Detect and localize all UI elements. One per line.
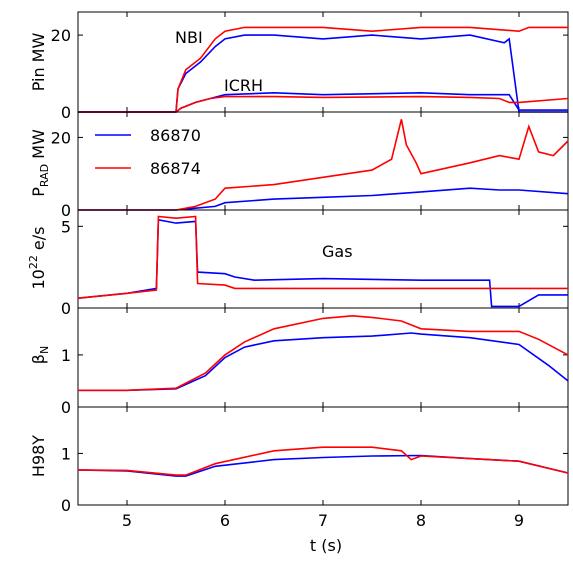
ytick-label-prad-1: 20 xyxy=(51,128,71,147)
annotation-icrh: ICRH xyxy=(224,76,263,95)
ylabel-betan: βN xyxy=(29,346,51,364)
series-line-gas-86874-1 xyxy=(77,215,568,299)
panel-frame-h98y xyxy=(77,406,569,506)
legend-label-86874: 86874 xyxy=(150,159,201,178)
series-line-betan-86874-1 xyxy=(78,314,569,392)
ytick-label-gas-0: 0 xyxy=(61,299,71,318)
ylabel-h98y: H98Y xyxy=(29,435,48,477)
xtick-label-4: 9 xyxy=(514,511,524,530)
ytick-label-prad-0: 0 xyxy=(61,201,71,220)
ylabel-pin: Pin MW xyxy=(29,33,48,92)
ytick-label-h98y-0: 0 xyxy=(61,496,71,515)
ytick-label-betan-0: 0 xyxy=(61,398,71,417)
xtick-label-3: 8 xyxy=(416,511,426,530)
annotation-gas: Gas xyxy=(322,242,353,261)
series-line-prad-86870-0 xyxy=(78,187,569,211)
series-line-prad-86874-1 xyxy=(78,119,569,211)
series-line-pin-86874-nbi-1 xyxy=(78,26,568,113)
series-line-betan-86870-0 xyxy=(78,332,569,392)
ylabel-gas: 1022 e/s xyxy=(27,226,48,289)
xtick-label-2: 7 xyxy=(318,511,328,530)
ytick-label-pin-1: 20 xyxy=(51,26,71,45)
ytick-label-betan-1: 1 xyxy=(61,346,71,365)
ylabel-prad: PRAD MW xyxy=(29,129,51,197)
annotation-nbi: NBI xyxy=(175,28,203,47)
series-line-gas-86870-0 xyxy=(77,218,568,308)
ytick-label-gas-1: 5 xyxy=(61,217,71,236)
panel-frame-betan xyxy=(77,307,569,408)
ytick-label-pin-0: 0 xyxy=(61,103,71,122)
series-line-pin-86874-icrh-3 xyxy=(78,95,569,113)
series-line-pin-86870-nbi-0 xyxy=(78,34,568,113)
xtick-label-1: 6 xyxy=(220,511,230,530)
xtick-label-0: 5 xyxy=(122,511,132,530)
ytick-label-h98y-1: 1 xyxy=(61,444,71,463)
legend-label-86870: 86870 xyxy=(150,126,201,145)
legend: 86870 86874 xyxy=(95,126,201,178)
series-line-h98y-86874-1 xyxy=(77,446,569,476)
x-axis-label: t (s) xyxy=(310,536,342,555)
